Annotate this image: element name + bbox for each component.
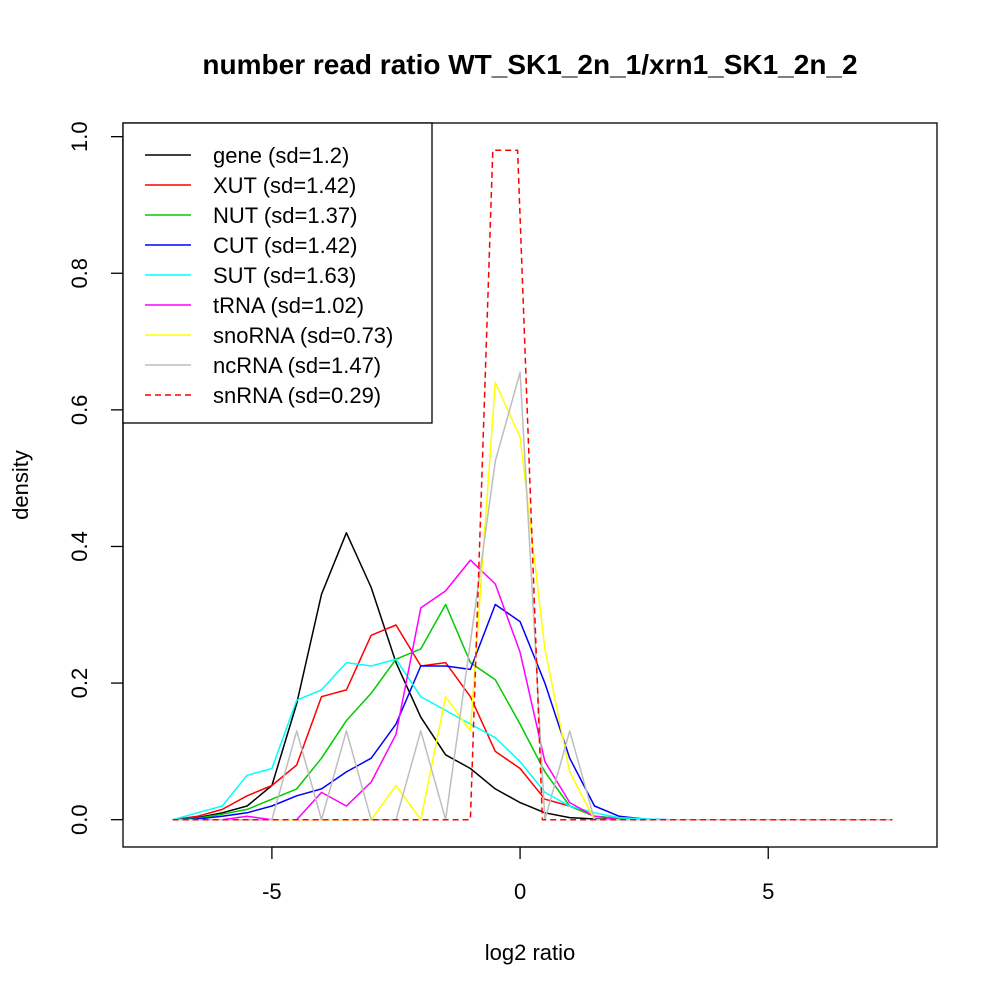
series-line-8 [172,149,893,821]
x-tick-label: -5 [262,879,282,904]
legend-entry-label: CUT (sd=1.42) [213,233,357,258]
y-tick-label: 0.8 [67,258,92,289]
series-line-7 [172,371,893,821]
y-tick-label: 0.0 [67,804,92,835]
legend-entry-label: SUT (sd=1.63) [213,263,356,288]
legend-entry-label: tRNA (sd=1.02) [213,293,364,318]
y-tick-label: 0.4 [67,531,92,562]
axes-group: -5 0 5 0.0 0.2 0.4 0.6 0.8 1.0 [67,121,774,904]
y-axis-label: density [8,450,33,520]
x-tick-label: 0 [514,879,526,904]
legend-entry-label: XUT (sd=1.42) [213,173,356,198]
legend-entry-label: ncRNA (sd=1.47) [213,353,381,378]
series-group [172,149,893,821]
x-axis-label: log2 ratio [485,940,576,965]
y-tick-label: 1.0 [67,121,92,152]
legend-entry-label: gene (sd=1.2) [213,143,349,168]
legend-entry-label: snRNA (sd=0.29) [213,383,381,408]
legend-entry-label: NUT (sd=1.37) [213,203,357,228]
legend: gene (sd=1.2) XUT (sd=1.42) NUT (sd=1.37) C… [122,122,433,424]
chart-title: number read ratio WT_SK1_2n_1/xrn1_SK1_2… [202,49,857,80]
legend-entry-label: snoRNA (sd=0.73) [213,323,393,348]
legend-box [122,122,433,424]
y-tick-label: 0.6 [67,395,92,426]
y-tick-label: 0.2 [67,668,92,699]
x-tick-label: 5 [762,879,774,904]
